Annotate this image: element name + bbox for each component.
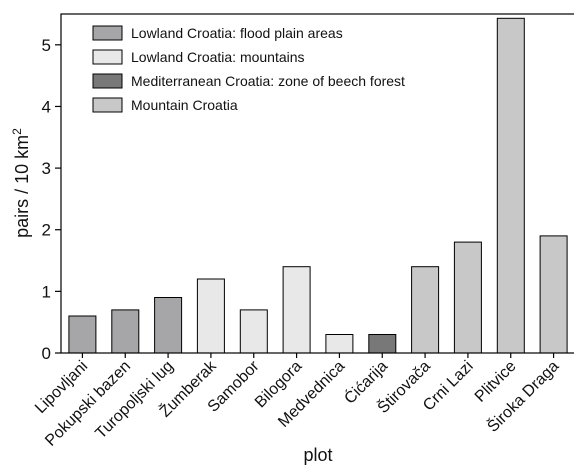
bar-1 — [111, 309, 140, 354]
legend-label: Lowland Croatia: flood plain areas — [131, 25, 343, 41]
bar-10 — [496, 17, 525, 354]
y-tick-label: 4 — [42, 97, 51, 116]
legend-swatch — [92, 25, 123, 41]
bar-9 — [453, 241, 482, 354]
bar-6 — [325, 334, 354, 354]
y-tick-label: 1 — [42, 282, 51, 301]
legend: Lowland Croatia: flood plain areas Lowlan… — [92, 25, 405, 113]
y-axis-title-main: pairs / 10 km — [12, 135, 32, 238]
bar-11 — [539, 235, 568, 354]
y-tick-label: 0 — [42, 344, 51, 363]
x-tick-label: Široka Draga — [483, 356, 563, 436]
bar-8 — [411, 266, 440, 354]
legend-swatch — [92, 73, 123, 89]
bar-5 — [282, 266, 311, 354]
legend-label: Lowland Croatia: mountains — [131, 49, 305, 65]
legend-swatch — [92, 49, 123, 65]
bars-layer — [68, 17, 568, 354]
y-axis-title-superscript: 2 — [10, 128, 24, 135]
x-axis-title: plot — [303, 445, 332, 465]
bar-2 — [154, 297, 183, 354]
y-tick-label: 3 — [42, 159, 51, 178]
bar-4 — [239, 309, 268, 354]
bar-7 — [368, 334, 397, 354]
legend-swatch — [92, 97, 123, 113]
bar-0 — [68, 315, 97, 354]
y-axis-title: pairs / 10 km2 — [10, 128, 32, 238]
y-tick-label: 2 — [42, 221, 51, 240]
bar-3 — [196, 278, 225, 354]
legend-label: Mediterranean Croatia: zone of beech for… — [131, 73, 405, 89]
y-tick-label: 5 — [42, 36, 51, 55]
legend-label: Mountain Croatia — [131, 97, 238, 113]
axes-layer — [60, 13, 574, 354]
plot-frame — [60, 13, 574, 354]
y-ticks: 0 1 2 3 4 5 — [42, 36, 61, 363]
